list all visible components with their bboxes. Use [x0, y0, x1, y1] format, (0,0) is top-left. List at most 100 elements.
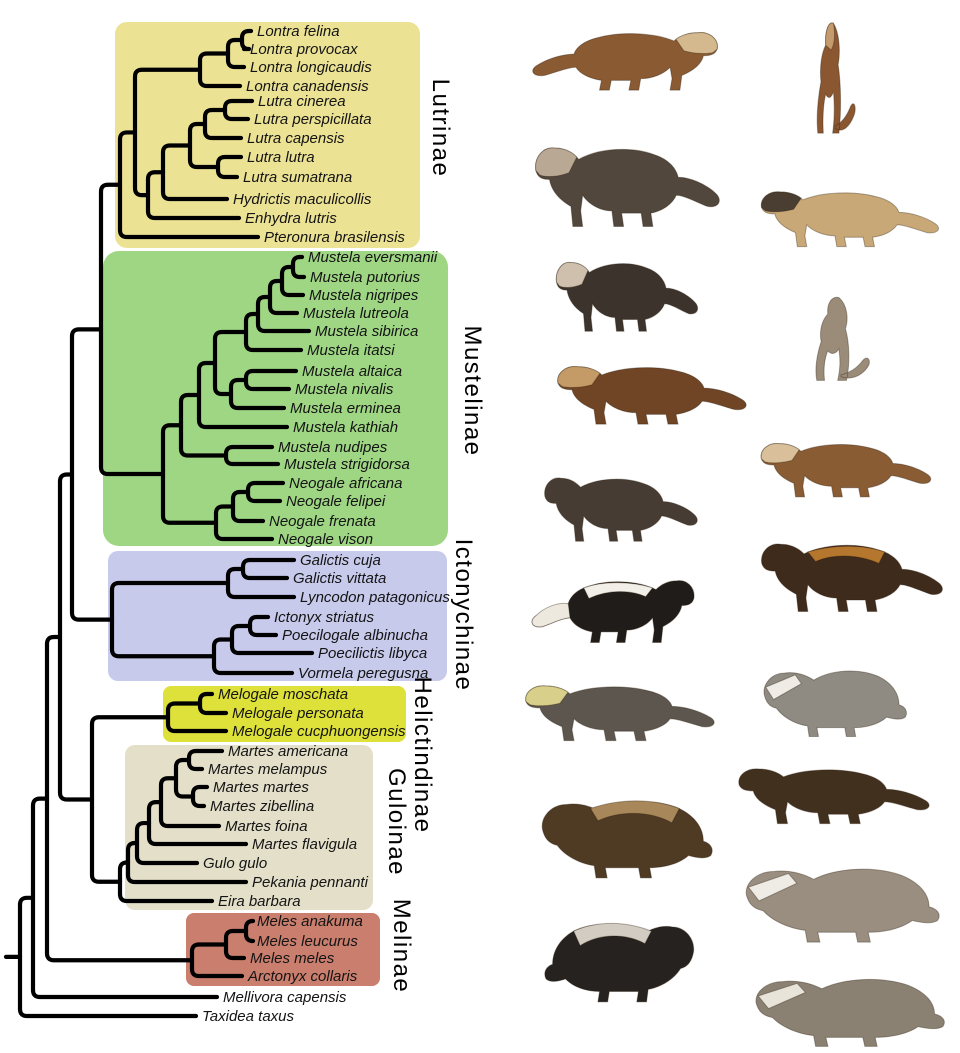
species-label: Mustela eversmanii — [308, 249, 438, 266]
subfamily-box-lutrinae — [115, 22, 420, 248]
species-label: Martes zibellina — [210, 798, 314, 815]
species-label: Mustela nivalis — [295, 381, 394, 398]
giant-otter-illustration — [536, 148, 720, 227]
species-label: Pteronura brasilensis — [264, 229, 405, 246]
standing-otter-body — [817, 23, 855, 133]
standing-otter-illustration — [817, 23, 855, 133]
honey-badger-mantle-marking — [574, 923, 652, 945]
species-label: Lontra longicaudis — [250, 59, 372, 76]
species-label: Enhydra lutris — [245, 210, 337, 227]
species-label: Mustela kathiah — [293, 419, 398, 436]
grison-illustration — [526, 686, 714, 741]
subfamily-label: Lutrinae — [427, 79, 454, 178]
species-label: Neogale frenata — [269, 513, 376, 530]
asian-badger-face-marking — [758, 983, 805, 1008]
black-footed-ferret-illustration — [761, 192, 938, 247]
species-label: Melogale personata — [232, 705, 364, 722]
species-label: Mustela sibirica — [315, 323, 418, 340]
species-label: Martes flavigula — [252, 836, 357, 853]
subfamily-label: Helictindinae — [409, 677, 436, 834]
species-label: Lontra felina — [257, 23, 340, 40]
zorilla-tail-marking — [532, 603, 570, 626]
steppe-polecat-body — [816, 297, 870, 380]
species-label: Melogale cucphuongensis — [232, 723, 406, 740]
species-label: Martes americana — [228, 743, 348, 760]
species-label: Neogale felipei — [286, 493, 386, 510]
species-label: Lontra canadensis — [246, 78, 369, 95]
giant-otter-face-marking — [536, 148, 577, 177]
species-label: Mustela altaica — [302, 363, 402, 380]
marbled-polecat-body — [762, 544, 943, 611]
species-label: Mustela lutreola — [303, 305, 409, 322]
species-label: Mustela itatsi — [307, 342, 395, 359]
species-label: Lutra capensis — [247, 130, 345, 147]
marbled-polecat-illustration — [762, 544, 943, 611]
species-label: Mustela strigidorsa — [284, 456, 410, 473]
subfamily-label: Ictonychinae — [450, 539, 477, 692]
species-label: Meles meles — [250, 950, 335, 967]
species-label: Melogale moschata — [218, 686, 348, 703]
european-polecat-face-marking — [556, 262, 588, 287]
zorilla-mantle-marking — [584, 583, 653, 599]
subfamily-label: Melinae — [388, 899, 415, 994]
siberian-weasel-illustration — [761, 443, 931, 496]
species-label: Martes martes — [213, 779, 309, 796]
ferret-badger-illustration — [764, 671, 906, 736]
species-label: Mustela putorius — [310, 269, 421, 286]
species-label: Lontra provocax — [250, 41, 358, 58]
sea-otter-face-marking — [676, 33, 717, 54]
species-label: Mustela nigripes — [309, 287, 419, 304]
species-label: Vormela peregusna — [298, 665, 428, 682]
species-label: Galictis vittata — [293, 570, 386, 587]
sea-otter-illustration — [533, 33, 718, 91]
species-label: Meles leucurus — [257, 933, 358, 950]
asian-badger-body — [756, 979, 944, 1046]
species-label: Lutra cinerea — [258, 93, 346, 110]
species-label: Lutra perspicillata — [254, 111, 372, 128]
species-label: Ictonyx striatus — [274, 609, 375, 626]
species-label: Eira barbara — [218, 893, 301, 910]
european-polecat-illustration — [556, 262, 697, 331]
species-label: Arctonyx collaris — [247, 968, 358, 985]
species-label: Lutra lutra — [247, 149, 315, 166]
branch-path — [57, 472, 95, 802]
labels-layer: Lutrinae Mustelinae Ictonychinae Helictindi… — [202, 23, 486, 1025]
grison-face-marking — [526, 686, 568, 706]
wolverine-mantle-marking — [591, 801, 680, 823]
ferret-badger-face-marking — [766, 675, 802, 700]
european-polecat-body — [556, 262, 697, 331]
species-label: Hydrictis maculicollis — [233, 191, 372, 208]
species-label: Neogale africana — [289, 475, 402, 492]
species-label: Lutra sumatrana — [243, 169, 352, 186]
subfamily-box-helictindinae — [163, 686, 406, 742]
tayra-illustration — [739, 769, 929, 824]
siberian-weasel-face-marking — [761, 443, 799, 462]
species-label: Martes foina — [225, 818, 308, 835]
asian-badger-illustration — [756, 979, 944, 1046]
species-label: Meles anakuma — [257, 913, 363, 930]
european-mink-illustration — [545, 478, 698, 541]
standing-otter-face-marking — [826, 23, 835, 50]
sable-marten-illustration — [558, 367, 746, 425]
species-label: Neogale vison — [278, 531, 373, 548]
subfamily-label: Mustelinae — [459, 325, 486, 456]
grison-body — [526, 686, 714, 741]
tree-branches-layer — [3, 28, 315, 1019]
wolverine-illustration — [542, 801, 712, 878]
sable-marten-body — [558, 367, 746, 425]
ferret-badger-body — [764, 671, 906, 736]
european-mink-body — [545, 478, 698, 541]
sable-marten-face-marking — [558, 367, 600, 388]
species-label: Pekania pennanti — [252, 874, 369, 891]
species-label: Poecilogale albinucha — [282, 627, 428, 644]
species-label: Mellivora capensis — [223, 989, 347, 1006]
species-label: Gulo gulo — [203, 855, 267, 872]
black-footed-ferret-face-marking — [761, 192, 801, 212]
sea-otter-body — [533, 33, 718, 91]
marbled-polecat-mantle-marking — [808, 546, 885, 563]
species-label: Galictis cuja — [300, 552, 381, 569]
animal-illustrations-layer — [526, 23, 945, 1046]
species-label: Martes melampus — [208, 761, 328, 778]
